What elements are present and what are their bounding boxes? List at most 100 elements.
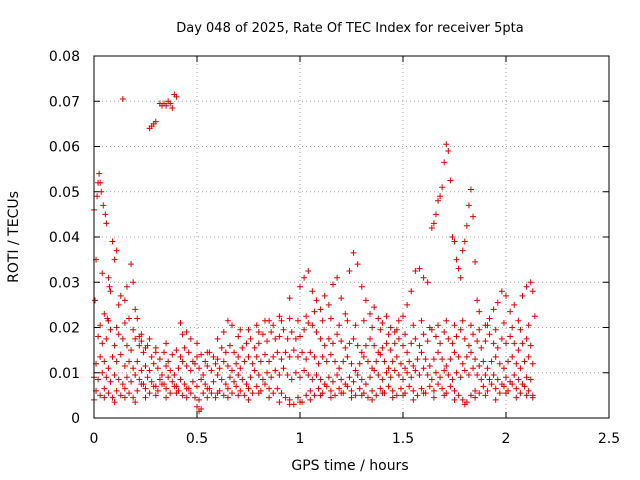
x-tick-labels: 0 0.5 1 1.5 2 2.5 [90,431,621,447]
data-point [309,376,316,383]
data-point [360,353,367,360]
data-point [214,390,221,397]
data-point [395,335,402,342]
data-point [181,344,188,351]
data-point [123,374,130,381]
data-point [344,353,351,360]
data-point [253,322,260,329]
data-point [115,331,122,338]
data-point [96,170,103,177]
data-point [323,358,330,365]
data-point [525,322,532,329]
x-tick-label: 2 [502,431,511,447]
data-point [334,274,341,281]
data-point [511,372,518,379]
data-point [395,317,402,324]
data-point [445,372,452,379]
data-point [476,390,483,397]
data-point [245,396,252,403]
data-point [500,319,507,326]
data-point [311,392,318,399]
data-point [307,349,314,356]
data-point [344,317,351,324]
data-point [348,360,355,367]
data-point [391,340,398,347]
data-point [146,367,153,374]
data-point [270,390,277,397]
data-point [297,399,303,406]
data-point [327,387,334,394]
data-point [214,335,221,342]
data-point [307,387,314,394]
data-point [251,344,258,351]
data-point [98,188,105,195]
data-point [509,324,516,331]
data-point [179,358,186,365]
data-point [484,387,491,394]
data-point [315,385,322,392]
data-point [286,295,293,302]
data-point [424,279,431,286]
data-point [418,317,425,324]
data-point [420,365,427,372]
data-point [410,396,417,403]
data-point [268,374,275,381]
data-point [435,349,442,356]
data-point [107,378,114,385]
data-point [317,392,324,399]
data-point [103,335,110,342]
data-point [478,344,485,351]
data-point [327,351,334,358]
data-point [257,358,264,365]
data-point [470,213,477,220]
data-point [204,385,211,392]
data-point [418,349,425,356]
data-point [369,387,376,394]
data-point [121,394,128,401]
data-point [196,365,203,372]
data-point [97,179,104,186]
data-point [383,313,390,320]
data-point [447,356,454,363]
data-point [311,308,318,315]
data-point [364,358,371,365]
data-point [245,353,252,360]
data-point [255,340,262,347]
data-point [488,358,495,365]
data-point [470,331,477,338]
data-point [313,329,320,336]
data-point [272,335,279,342]
data-point [441,392,448,399]
data-point [327,315,334,322]
data-point [389,394,396,401]
data-point [101,385,108,392]
data-point [476,362,483,369]
data-point [200,390,207,397]
data-point [472,356,479,363]
data-point [455,392,462,399]
data-point [286,315,293,322]
data-point [329,340,336,347]
data-point [163,340,170,347]
data-point [525,353,532,360]
data-point [488,381,495,388]
data-point [383,369,390,376]
data-point [105,390,112,397]
data-point [457,374,464,381]
data-point [309,288,316,295]
data-point [138,367,145,374]
data-point [165,374,172,381]
data-point [121,297,128,304]
data-point [511,301,518,308]
data-point [109,394,116,401]
data-point [177,353,184,360]
data-point [348,387,355,394]
data-point [463,222,470,229]
data-point [194,403,200,410]
data-point [229,390,236,397]
data-point [412,267,419,274]
data-point [465,342,472,349]
data-point [379,376,386,383]
data-point [426,383,433,390]
data-point [179,331,186,338]
